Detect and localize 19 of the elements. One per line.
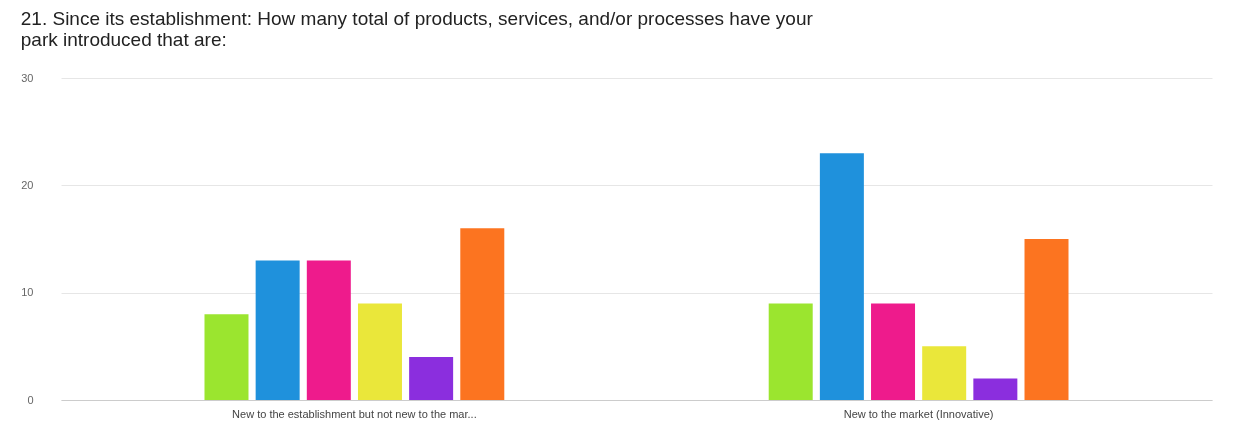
bar xyxy=(460,228,505,400)
bar xyxy=(1024,239,1069,400)
y-tick-label: 20 xyxy=(21,178,34,191)
bar xyxy=(871,303,916,400)
bar xyxy=(973,378,1018,400)
bar xyxy=(768,303,813,400)
bar xyxy=(357,303,402,400)
x-tick-label: New to the establishment but not new to the mar... xyxy=(232,407,477,420)
bar xyxy=(409,357,454,400)
bar xyxy=(255,260,300,400)
y-tick-label: 30 xyxy=(21,71,34,84)
bar xyxy=(306,260,351,400)
y-tick-label: 10 xyxy=(21,286,34,299)
bar xyxy=(922,346,967,400)
x-tick-label: New to the market (Innovative) xyxy=(843,407,994,420)
bar xyxy=(819,153,864,400)
bar xyxy=(204,314,249,400)
y-tick-label: 0 xyxy=(27,393,34,406)
chart-title: 21. Since its establishment: How many total of products, services, and/or processes have your park introduced that are: xyxy=(20,8,814,50)
